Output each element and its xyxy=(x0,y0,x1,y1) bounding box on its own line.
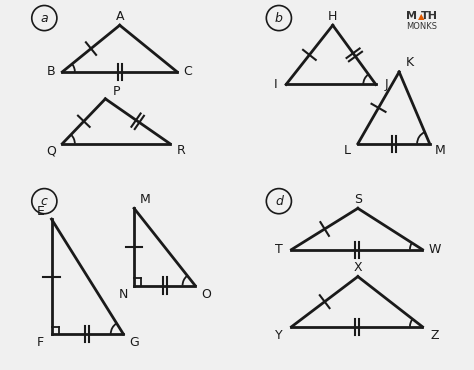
Text: M: M xyxy=(435,144,446,157)
Text: M: M xyxy=(139,193,150,206)
Text: T: T xyxy=(275,243,283,256)
Text: H: H xyxy=(328,10,337,23)
Text: X: X xyxy=(354,261,362,274)
Text: c: c xyxy=(41,195,48,208)
Text: L: L xyxy=(344,144,351,157)
Text: A: A xyxy=(116,10,124,23)
Text: Y: Y xyxy=(275,329,283,342)
Text: Q: Q xyxy=(46,144,56,157)
Text: J: J xyxy=(385,78,388,91)
Text: Z: Z xyxy=(431,329,439,342)
Text: O: O xyxy=(201,288,211,301)
Text: F: F xyxy=(37,336,44,349)
Text: MONKS: MONKS xyxy=(406,21,437,31)
Text: P: P xyxy=(112,85,120,98)
Text: C: C xyxy=(183,65,192,78)
Text: S: S xyxy=(354,193,362,206)
Text: B: B xyxy=(47,65,56,78)
Text: N: N xyxy=(118,288,128,301)
Text: G: G xyxy=(129,336,139,349)
Text: b: b xyxy=(275,11,283,24)
Text: M: M xyxy=(406,11,417,21)
Text: K: K xyxy=(406,57,414,70)
Text: I: I xyxy=(273,78,277,91)
Text: E: E xyxy=(37,205,45,218)
Text: d: d xyxy=(275,195,283,208)
Text: W: W xyxy=(429,243,441,256)
Text: TH: TH xyxy=(421,11,438,21)
Text: a: a xyxy=(40,11,48,24)
Text: R: R xyxy=(176,144,185,157)
Text: ▲: ▲ xyxy=(419,12,425,21)
